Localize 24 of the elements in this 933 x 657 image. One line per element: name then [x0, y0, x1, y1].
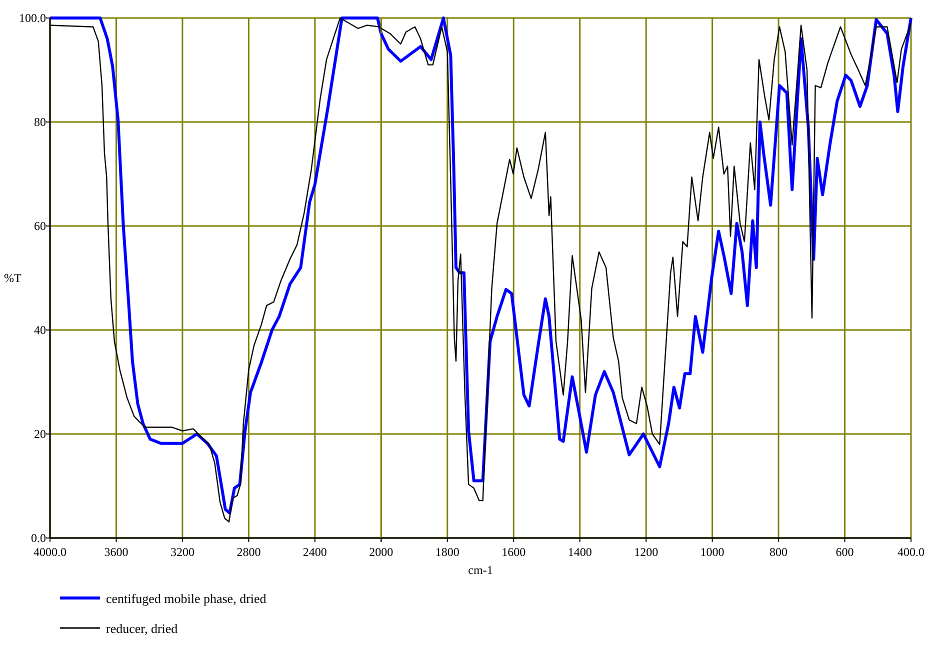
x-tick-label: 2000 [369, 545, 394, 559]
y-tick-label: 20 [34, 427, 46, 441]
x-tick-label: 1200 [634, 545, 658, 559]
x-axis-title: cm-1 [468, 563, 493, 577]
x-tick-label: 2800 [236, 545, 261, 559]
y-tick-label: 40 [34, 323, 46, 337]
legend-label: centifuged mobile phase, dried [106, 591, 267, 606]
x-tick-label: 400.0 [898, 545, 924, 559]
y-tick-label: 80 [34, 115, 46, 129]
x-tick-label: 3600 [104, 545, 128, 559]
x-tick-label: 1800 [435, 545, 460, 559]
x-tick-label: 3200 [170, 545, 194, 559]
y-tick-label: 100.0 [19, 11, 46, 25]
legend-label: reducer, dried [106, 621, 178, 636]
x-tick-label: 1400 [568, 545, 592, 559]
x-tick-label: 4000.0 [34, 545, 66, 559]
x-tick-label: 2400 [302, 545, 327, 559]
x-tick-label: 600 [836, 545, 854, 559]
y-tick-label: 0.0 [31, 531, 46, 545]
y-tick-label: 60 [34, 219, 46, 233]
x-tick-label: 1000 [700, 545, 724, 559]
x-tick-label: 1600 [502, 545, 526, 559]
x-tick-label: 800 [770, 545, 788, 559]
y-axis-title: %T [4, 271, 22, 285]
